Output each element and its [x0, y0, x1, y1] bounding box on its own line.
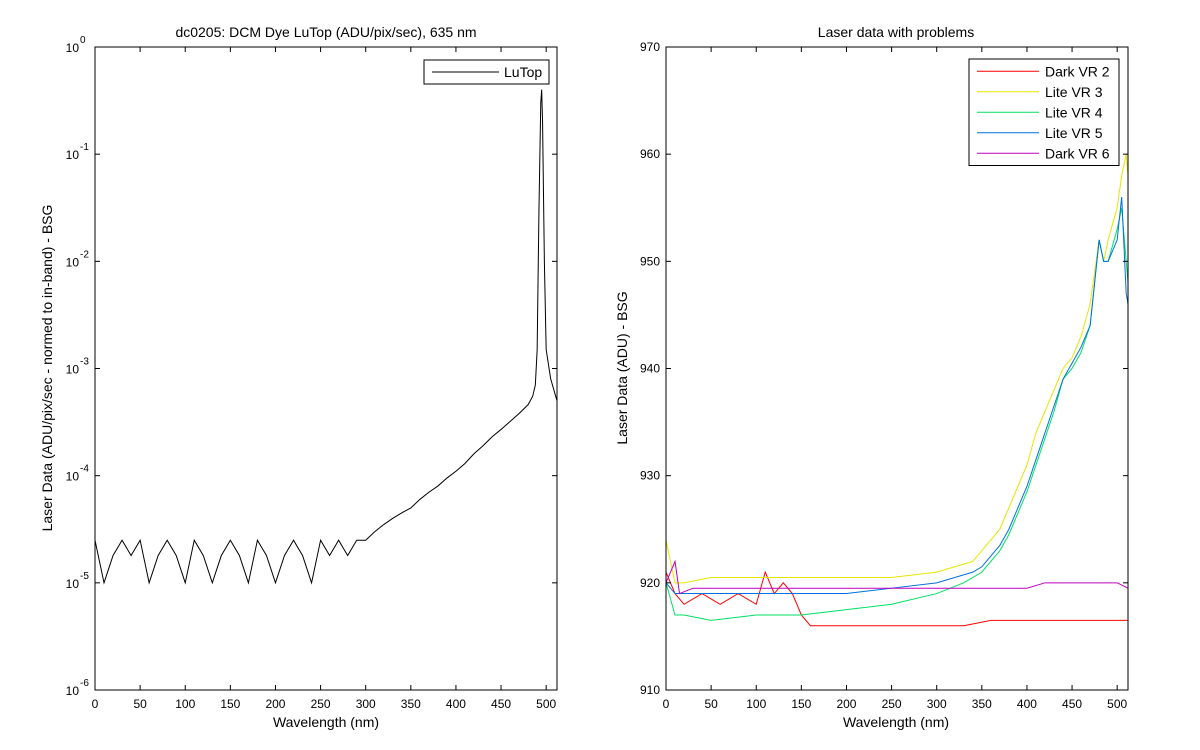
chart-left-ytick-label: 10 [66, 684, 80, 698]
chart-left-ytick-label: 10 [66, 148, 80, 162]
chart-left-xtick-label: 450 [491, 697, 511, 711]
chart-left-legend: LuTop [423, 59, 550, 85]
chart-left-xtick-label: 200 [265, 697, 285, 711]
chart-left-ylabel: Laser Data (ADU/pix/sec - normed to in-b… [39, 205, 55, 532]
chart-left-ytick-exponent: -5 [80, 571, 89, 582]
chart-left-ytick-exponent: -1 [80, 142, 89, 153]
chart-right-xtick-label: 350 [972, 697, 992, 711]
chart-right-ylabel: Laser Data (ADU) - BSG [614, 291, 630, 444]
chart-left-ytick-exponent: -3 [80, 357, 89, 368]
chart-right-xtick-label: 150 [791, 697, 811, 711]
chart-right-xtick-label: 0 [663, 697, 670, 711]
chart-right-legend-label: Lite VR 5 [1045, 125, 1103, 141]
chart-right-yticks: 910 920 930 940 950 960 970 [640, 40, 1128, 697]
chart-left-ytick-label: 10 [66, 41, 80, 55]
chart-right: Laser data with problems 0 50 100 150 200 250… [614, 24, 1129, 730]
chart-right-series-layer [665, 154, 1129, 627]
chart-right-series-line-4 [665, 196, 1129, 595]
chart-right-xtick-label: 450 [1062, 697, 1082, 711]
chart-left-xlabel: Wavelength (nm) [273, 714, 379, 730]
chart-right-xticks: 0 50 100 150 200 250 300 350 400 450 500 [663, 47, 1128, 711]
chart-right-xtick-label: 100 [746, 697, 766, 711]
chart-right-legend-label: Dark VR 6 [1045, 145, 1110, 161]
chart-left-ytick-exponent: -4 [80, 464, 89, 475]
chart-left-legend-label: LuTop [504, 64, 542, 80]
chart-left-ytick-label: 10 [66, 363, 80, 377]
chart-right-xlabel: Wavelength (nm) [843, 714, 949, 730]
chart-left-xtick-label: 150 [220, 697, 240, 711]
chart-left-xticks: 0 50 100 150 200 250 300 350 400 450 500 [92, 47, 557, 711]
chart-left-ytick-label: 10 [66, 470, 80, 484]
chart-right-xtick-label: 300 [927, 697, 947, 711]
chart-left-series-layer [94, 89, 558, 585]
chart-right-ytick-label: 940 [640, 362, 660, 376]
chart-right-legend-label: Lite VR 4 [1045, 104, 1103, 120]
chart-left-ytick-label: 10 [66, 255, 80, 269]
chart-left-xtick-label: 0 [92, 697, 99, 711]
chart-left-xtick-label: 50 [133, 697, 147, 711]
chart-right-ytick-label: 930 [640, 469, 660, 483]
chart-right-xtick-label: 500 [1107, 697, 1127, 711]
chart-left-xtick-label: 400 [446, 697, 466, 711]
chart-right-series-line-1 [665, 570, 1128, 627]
chart-right-xtick-label: 50 [704, 697, 718, 711]
chart-right-legend-label: Lite VR 3 [1045, 84, 1103, 100]
chart-left-xtick-label: 300 [356, 697, 376, 711]
chart-right-ytick-label: 960 [640, 147, 660, 161]
chart-right-ytick-label: 950 [640, 254, 660, 268]
chart-right-legend: Dark VR 2 Lite VR 3 Lite VR 4 Lite VR 5 Dark… [968, 58, 1120, 166]
chart-left-ytick-label: 10 [66, 577, 80, 591]
chart-right-ytick-label: 910 [640, 683, 660, 697]
chart-left-ytick-exponent: -6 [80, 678, 89, 689]
chart-left-xtick-label: 500 [536, 697, 556, 711]
chart-right-xtick-label: 200 [836, 697, 856, 711]
chart-right-ytick-label: 920 [640, 576, 660, 590]
chart-left-xtick-label: 250 [311, 697, 331, 711]
chart-left-title: dc0205: DCM Dye LuTop (ADU/pix/sec), 635… [175, 24, 476, 40]
chart-right-title: Laser data with problems [818, 24, 974, 40]
chart-right-xtick-label: 400 [1017, 697, 1037, 711]
chart-right-legend-label: Dark VR 2 [1045, 63, 1110, 79]
chart-right-series-line-5 [665, 559, 1129, 595]
chart-left-ytick-exponent: 0 [80, 35, 86, 46]
chart-left-xtick-label: 100 [175, 697, 195, 711]
chart-right-xtick-label: 250 [882, 697, 902, 711]
chart-right-ytick-label: 970 [640, 40, 660, 54]
chart-left-xtick-label: 350 [401, 697, 421, 711]
chart-left-ytick-exponent: -2 [80, 249, 89, 260]
chart-left-series-line-1 [94, 89, 558, 585]
chart-left: dc0205: DCM Dye LuTop (ADU/pix/sec), 635… [39, 24, 558, 730]
